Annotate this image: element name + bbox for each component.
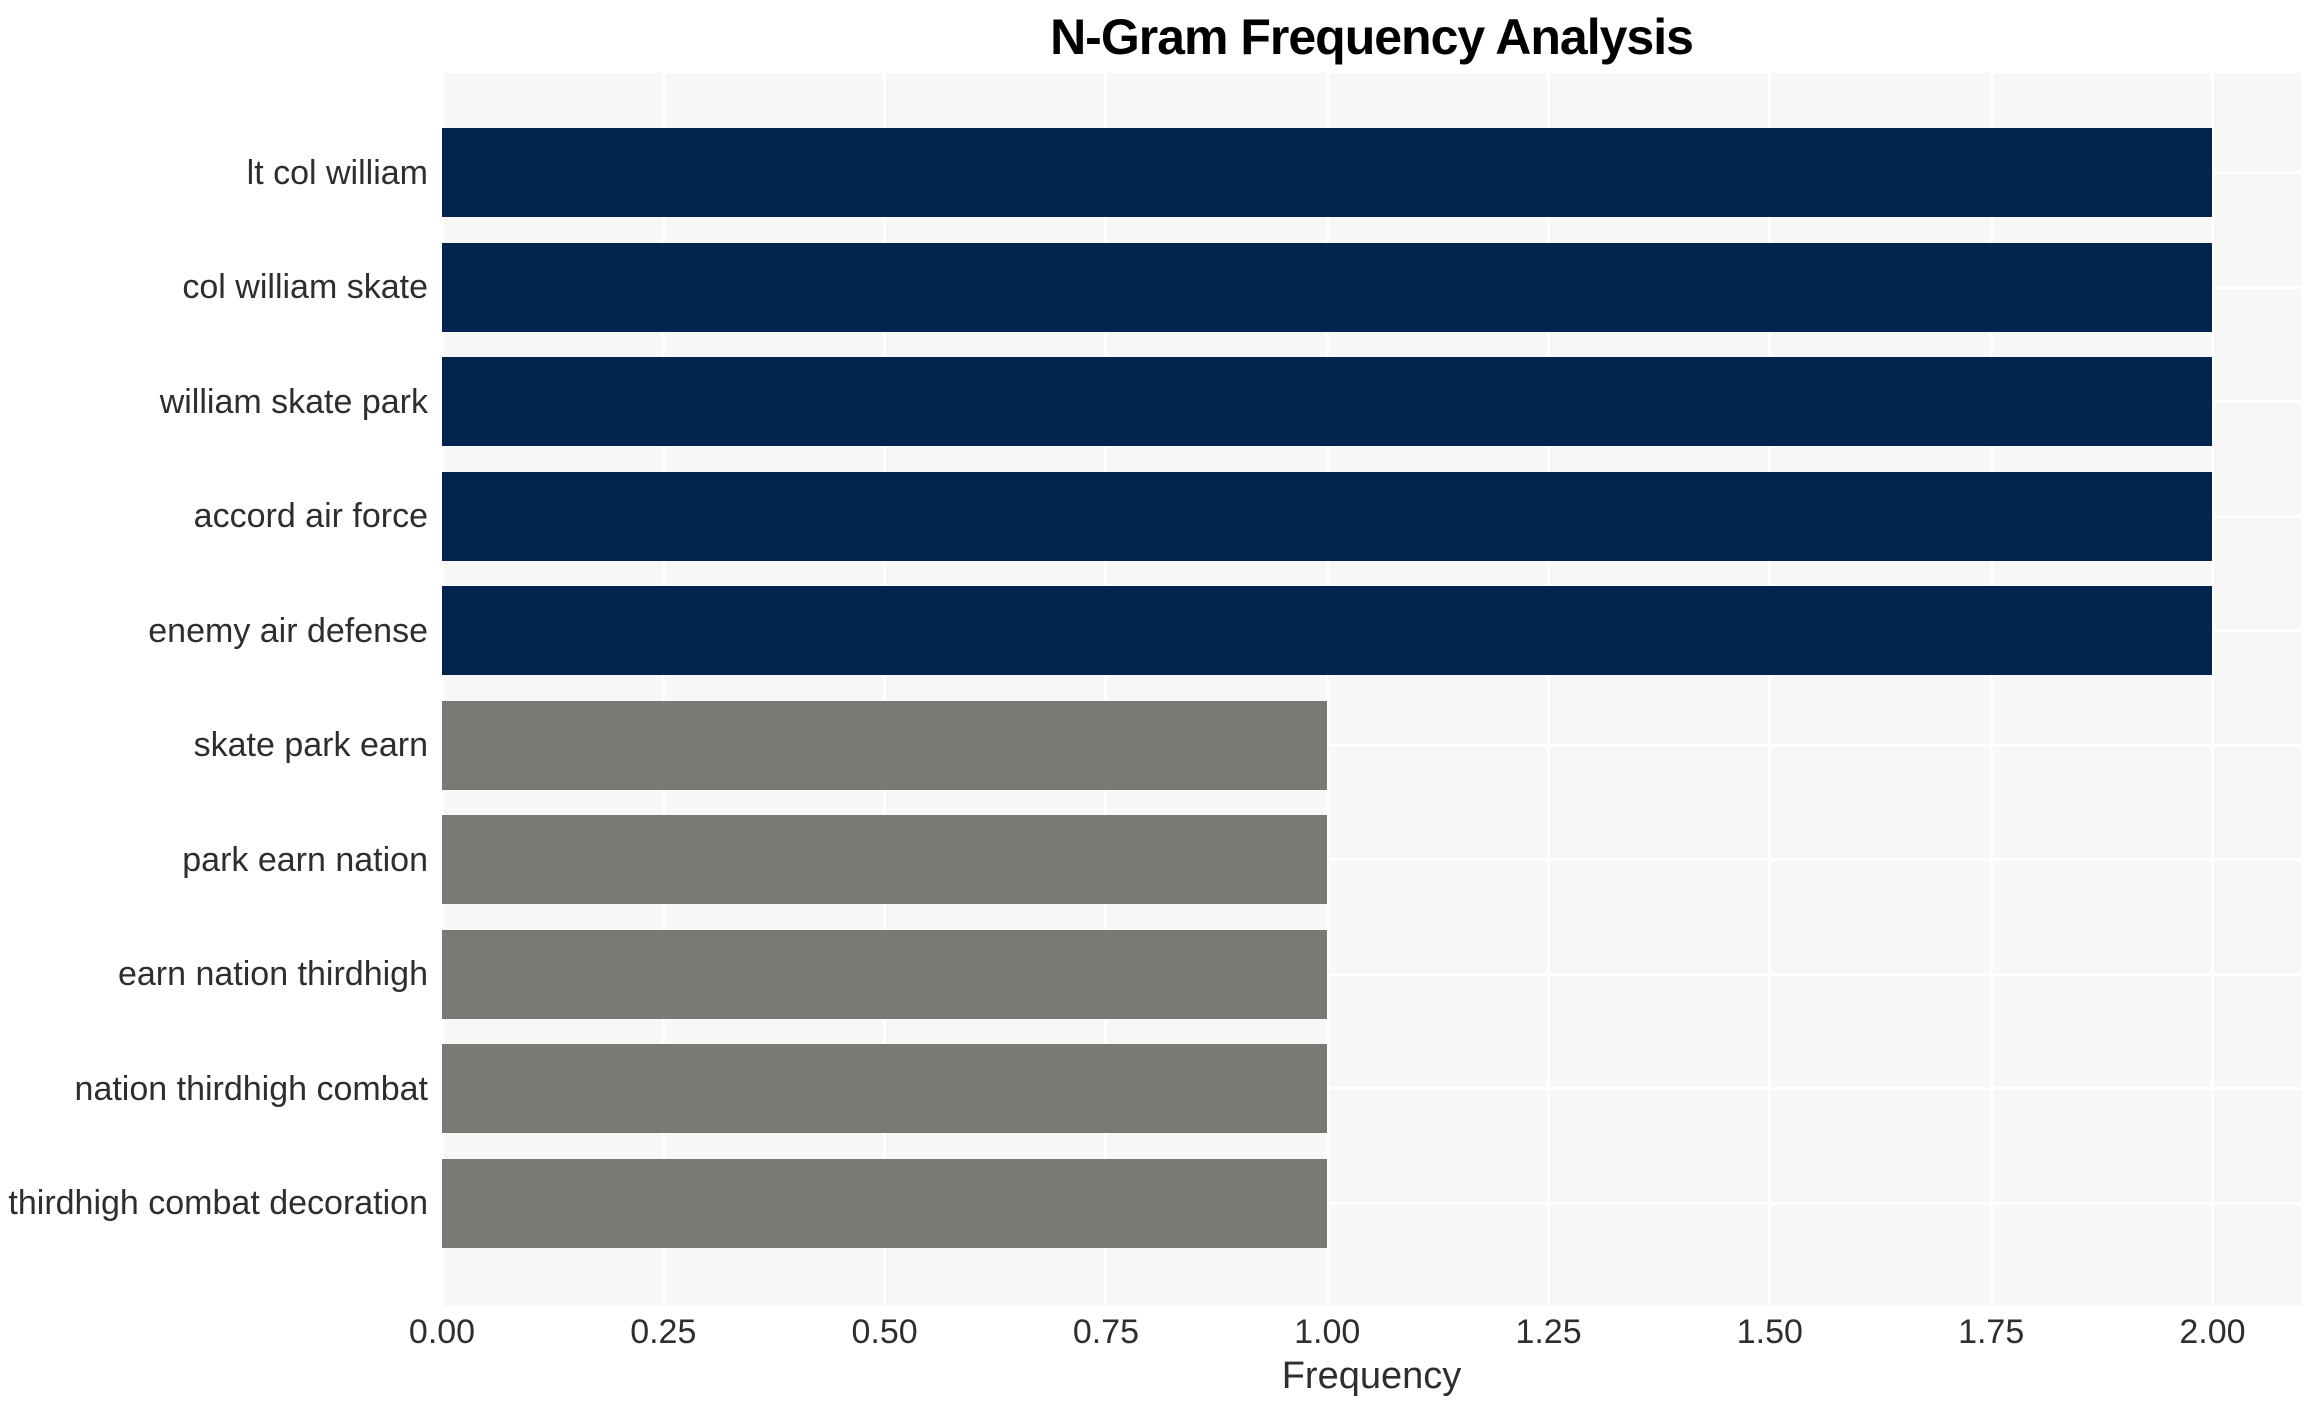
category-label-nation-thirdhigh-combat: nation thirdhigh combat <box>74 1069 428 1108</box>
category-label-lt-col-william: lt col william <box>246 153 428 192</box>
x-tick-label-0.00: 0.00 <box>408 1313 476 1351</box>
bar-william-skate-park <box>442 357 2213 446</box>
y-gridline <box>442 1087 2301 1090</box>
x-gridline-0.00 <box>440 73 444 1306</box>
bar-lt-col-william <box>442 128 2213 217</box>
x-tick-label-1.75: 1.75 <box>1958 1313 2025 1351</box>
x-gridline-1.25 <box>1547 73 1551 1306</box>
bar-earn-nation-thirdhigh <box>442 929 1328 1019</box>
x-gridline-0.75 <box>1104 73 1108 1306</box>
x-tick-label-0.50: 0.50 <box>851 1313 918 1351</box>
bar-thirdhigh-combat-decoration <box>442 1158 1328 1248</box>
bar-skate-park-earn <box>442 700 1328 790</box>
category-label-william-skate-park: william skate park <box>159 382 428 421</box>
category-label-skate-park-earn: skate park earn <box>193 726 428 764</box>
x-tick-label-1.50: 1.50 <box>1736 1313 1803 1351</box>
bar-nation-thirdhigh-combat <box>442 1044 1328 1133</box>
x-tick-label-0.25: 0.25 <box>630 1313 697 1351</box>
chart-title: N-Gram Frequency Analysis <box>1050 9 1694 65</box>
category-label-thirdhigh-combat-decoration: thirdhigh combat decoration <box>8 1184 428 1222</box>
bar-accord-air-force <box>442 471 2213 561</box>
x-gridline-1.00 <box>1325 73 1329 1306</box>
y-gridline <box>442 858 2301 861</box>
category-label-accord-air-force: accord air force <box>193 497 428 535</box>
x-gridline-2.00 <box>2210 73 2214 1306</box>
y-gridline <box>442 972 2301 976</box>
x-gridline-0.50 <box>883 73 887 1306</box>
x-axis-label: Frequency <box>1281 1355 1462 1397</box>
x-gridline-0.25 <box>661 73 665 1306</box>
x-tick-label-1.25: 1.25 <box>1515 1313 1582 1351</box>
category-label-park-earn-nation: park earn nation <box>182 840 428 879</box>
x-tick-label-1.00: 1.00 <box>1294 1313 1361 1351</box>
x-gridline-1.75 <box>1989 73 1993 1306</box>
category-label-enemy-air-defense: enemy air defense <box>148 611 428 650</box>
plot-area <box>440 73 2301 1306</box>
category-label-earn-nation-thirdhigh: earn nation thirdhigh <box>117 955 428 993</box>
y-gridline <box>442 1201 2301 1205</box>
y-gridline <box>442 743 2301 747</box>
bar-enemy-air-defense <box>442 586 2213 675</box>
x-gridline-1.50 <box>1768 73 1772 1306</box>
category-label-col-william-skate: col william skate <box>182 268 428 306</box>
x-tick-label-2.00: 2.00 <box>2179 1313 2246 1351</box>
x-tick-label-0.75: 0.75 <box>1072 1313 1140 1351</box>
bar-park-earn-nation <box>442 815 1328 904</box>
bar-col-william-skate <box>442 242 2213 332</box>
